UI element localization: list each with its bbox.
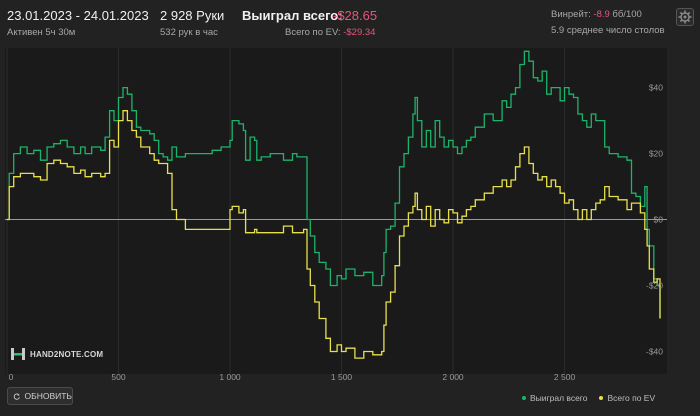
hands-per-hour: 532 рук в час [160,27,218,38]
series-line-won [7,50,661,319]
refresh-icon [13,392,20,400]
chart-legend: Выиграл всего Всего по EV [522,393,655,403]
hands-count: 2 928 Руки [160,8,225,23]
legend-item-ev[interactable]: Всего по EV [599,393,655,403]
winrate-unit: бб/100 [612,9,642,20]
y-tick-label: $20 [649,149,663,159]
y-tick-label: -$40 [646,347,663,357]
y-axis-labels: $40 $20 $0 -$20 -$40 [646,83,663,357]
logo-text: HAND2NOTE.COM [30,349,104,359]
y-tick-label: $0 [654,215,664,225]
winrate-label: Винрейт: [551,9,591,20]
x-tick-label: 1 000 [219,372,241,382]
active-time: Активен 5ч 30м [7,27,76,38]
avg-tables: 5.9 среднее число столов [551,25,665,36]
hand2note-logo: HAND2NOTE.COM [10,347,103,361]
winrate: Винрейт: -8.9 бб/100 [551,9,642,20]
x-tick-label: 500 [111,372,125,382]
x-tick-label: 0 [9,372,14,382]
y-tick-label: $40 [649,83,663,93]
x-tick-label: 2 000 [442,372,464,382]
y-tick-label: -$20 [646,281,663,291]
x-axis-labels: 0 500 1 000 1 500 2 000 2 500 [9,372,576,382]
header: 23.01.2023 - 24.01.2023 Активен 5ч 30м 2… [0,0,700,46]
legend-label-won: Выиграл всего [530,393,588,403]
ev-value: -$29.34 [343,27,376,38]
refresh-button[interactable]: ОБНОВИТЬ [7,387,73,405]
legend-marker-won [522,396,526,400]
legend-marker-ev [599,396,604,400]
series-line-ev [7,110,661,359]
ev-label: Всего по EV: [285,27,341,38]
gear-icon [678,10,692,24]
legend-item-won[interactable]: Выиграл всего [522,393,587,403]
won-label: Выиграл всего: [242,8,343,23]
x-tick-label: 2 500 [554,372,576,382]
x-tick-label: 1 500 [331,372,353,382]
date-range: 23.01.2023 - 24.01.2023 [7,8,149,23]
won-value: -$28.65 [333,8,378,23]
hand2note-logo-icon [11,348,25,360]
legend-label-ev: Всего по EV [607,393,656,403]
ev-total: Всего по EV: -$29.34 [285,27,375,38]
settings-button[interactable] [676,8,694,26]
refresh-label: ОБНОВИТЬ [24,391,73,401]
plot-area [5,48,667,374]
series-layer [7,50,661,359]
profit-chart: $40 $20 $0 -$20 -$40 0 500 1 000 1 500 2 000 2 50… [5,48,667,382]
winrate-value: -8.9 [593,9,610,20]
